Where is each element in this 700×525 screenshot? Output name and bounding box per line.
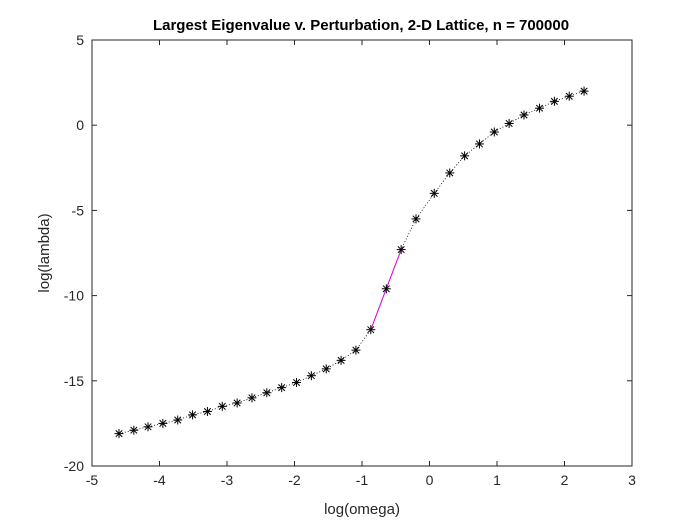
data-point <box>535 103 545 113</box>
data-point <box>336 355 346 365</box>
x-tick-label: 2 <box>561 472 569 488</box>
data-point <box>114 429 124 439</box>
y-axis: -20 -15 -10 -5 0 5 <box>64 32 632 474</box>
data-point <box>519 110 529 120</box>
data-point <box>504 118 514 128</box>
y-tick-label: -10 <box>64 288 84 304</box>
y-tick-label: -20 <box>64 458 84 474</box>
data-point <box>549 96 559 106</box>
x-axis: -5 -4 -3 -2 -1 0 1 2 3 <box>86 40 636 488</box>
data-point <box>232 398 242 408</box>
x-tick-label: 3 <box>628 472 636 488</box>
series-line-group <box>118 90 585 434</box>
data-point <box>143 422 153 432</box>
data-point <box>429 188 439 198</box>
y-tick-label: 5 <box>76 32 84 48</box>
data-point <box>366 325 376 335</box>
y-tick-label: -5 <box>72 202 85 218</box>
data-point <box>188 410 198 420</box>
data-point <box>321 364 331 374</box>
x-tick-label: -5 <box>86 472 99 488</box>
data-point <box>411 214 421 224</box>
data-point <box>217 401 227 411</box>
marker-group <box>114 86 589 439</box>
data-point <box>445 168 455 178</box>
x-tick-label: -3 <box>221 472 234 488</box>
data-point <box>277 383 287 393</box>
data-point <box>396 245 406 255</box>
series-line <box>118 90 585 434</box>
data-point <box>202 406 212 416</box>
data-point <box>129 425 139 435</box>
x-axis-label: log(omega) <box>324 501 400 518</box>
data-point <box>564 91 574 101</box>
data-point <box>247 393 257 403</box>
y-tick-label: 0 <box>76 117 84 133</box>
x-tick-label: -1 <box>356 472 369 488</box>
y-axis-label: log(lambda) <box>36 213 53 292</box>
data-point <box>292 378 302 388</box>
plot-area <box>91 39 633 467</box>
data-point <box>474 139 484 149</box>
x-tick-label: -2 <box>288 472 301 488</box>
data-point <box>306 371 316 381</box>
data-point <box>460 151 470 161</box>
x-tick-label: -4 <box>153 472 166 488</box>
data-point <box>381 284 391 294</box>
data-point <box>173 415 183 425</box>
chart-title: Largest Eigenvalue v. Perturbation, 2-D … <box>153 17 569 34</box>
x-tick-label: 0 <box>426 472 434 488</box>
y-tick-label: -15 <box>64 373 84 389</box>
data-point <box>262 388 272 398</box>
x-tick-label: 1 <box>493 472 501 488</box>
data-point <box>158 418 168 428</box>
data-point <box>579 86 589 96</box>
data-point <box>351 345 361 355</box>
data-point <box>489 127 499 137</box>
